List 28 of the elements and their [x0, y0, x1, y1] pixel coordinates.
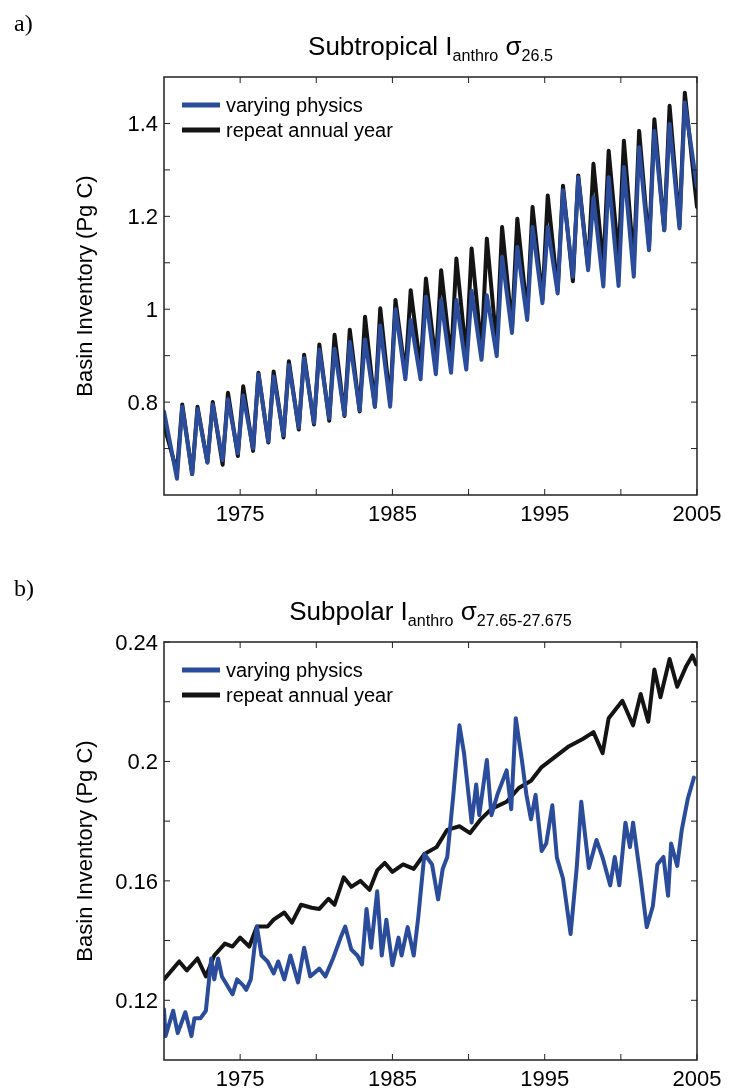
y-axis-title: Basin Inventory (Pg C) [72, 740, 97, 962]
line-series [164, 716, 696, 1039]
chart-title: Subpolar I$_{anthro}$ σ$_{27.65-27.675}$ [289, 596, 572, 630]
legend-label: repeat annual year [226, 684, 394, 706]
y-tick-label: 0.2 [127, 749, 158, 775]
y-tick-label: 0.8 [127, 389, 158, 415]
x-tick-label: 1985 [367, 501, 417, 526]
legend-label: repeat annual year [226, 119, 394, 141]
y-tick-label: 1 [145, 296, 158, 322]
chart-title: Subtropical I$_{anthro}$ σ$_{26.5}$ [308, 31, 553, 65]
x-tick-label: 1995 [520, 501, 570, 526]
y-tick-label: 1.4 [127, 111, 158, 137]
x-tick-label: 2005 [672, 501, 722, 526]
legend-label: varying physics [226, 94, 363, 116]
legend-label: varying physics [226, 659, 363, 681]
y-tick-label: 0.16 [115, 868, 158, 894]
y-tick-label: 1.2 [127, 204, 158, 230]
text: b) [14, 575, 34, 601]
y-axis-title: Basin Inventory (Pg C) [72, 175, 97, 397]
y-tick-label: 0.24 [115, 629, 158, 655]
x-tick-label: 1995 [520, 1066, 570, 1091]
y-tick-label: 0.12 [115, 987, 158, 1013]
x-tick-label: 1975 [215, 1066, 265, 1091]
x-tick-label: 1975 [215, 501, 265, 526]
text: a) [14, 10, 33, 36]
x-tick-label: 1985 [367, 1066, 417, 1091]
line-series [164, 653, 697, 982]
x-tick-label: 2005 [672, 1066, 722, 1091]
